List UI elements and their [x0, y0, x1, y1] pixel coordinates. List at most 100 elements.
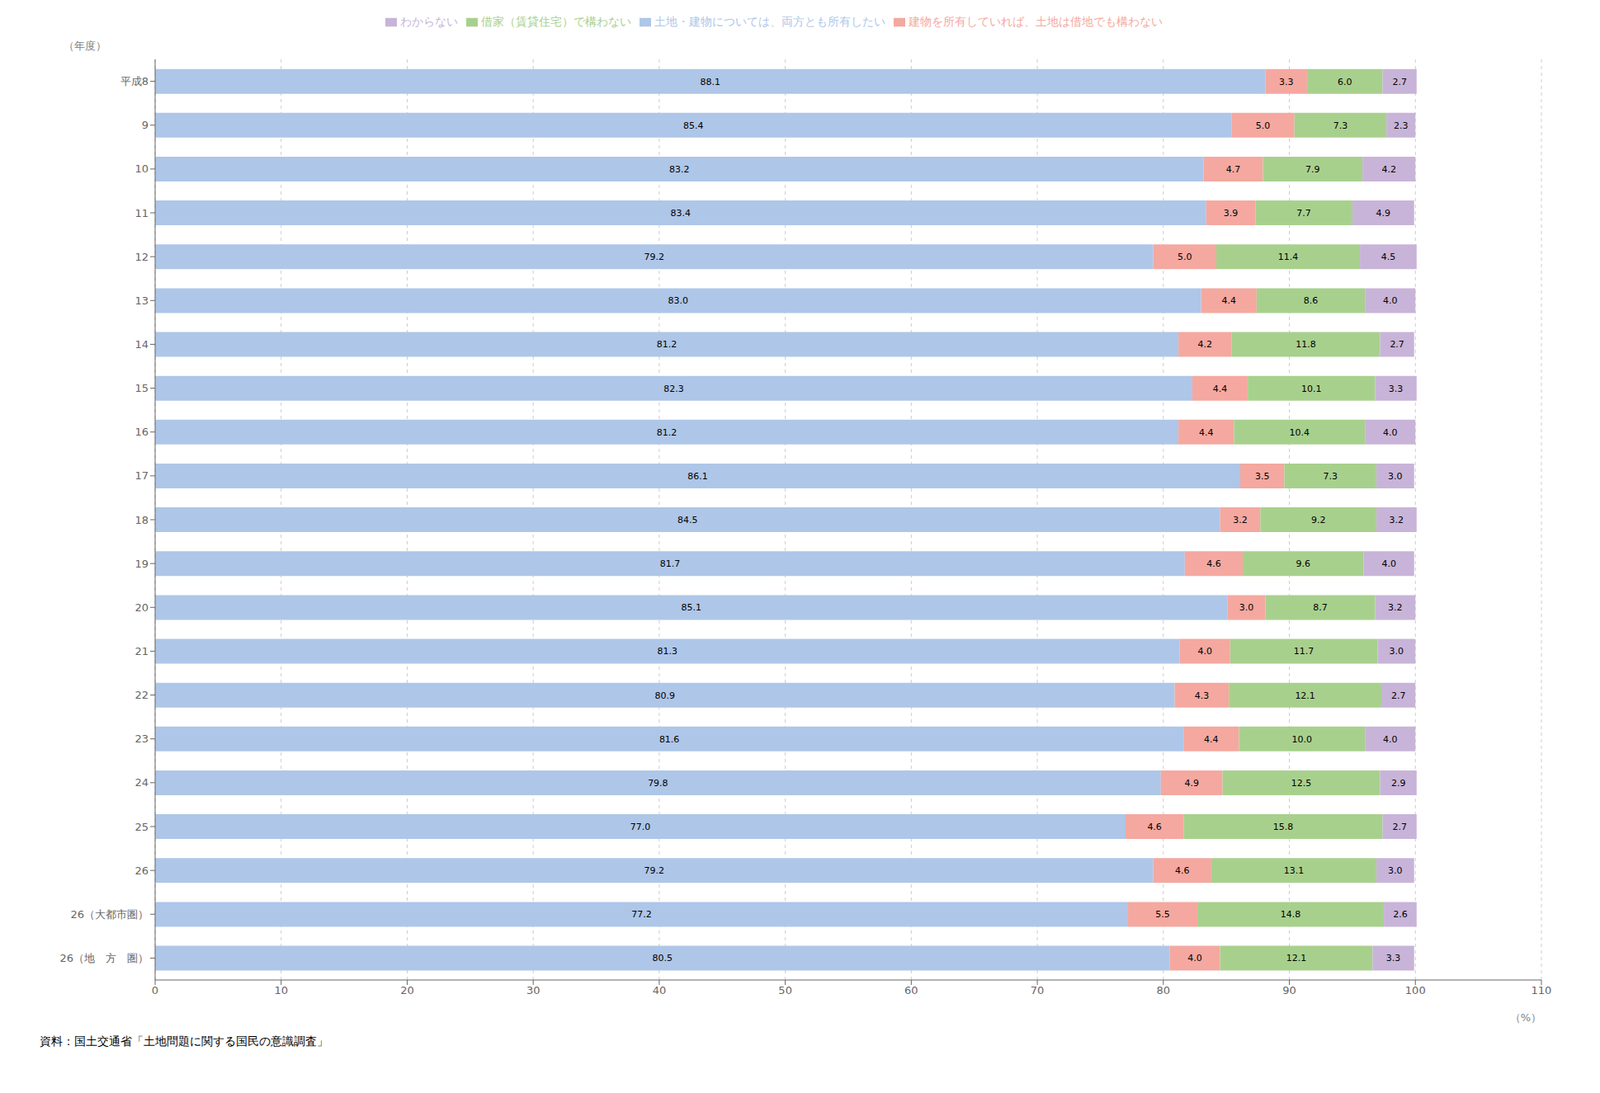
svg-text:10.1: 10.1 [1301, 383, 1322, 395]
svg-text:8.7: 8.7 [1312, 602, 1328, 614]
svg-text:80.5: 80.5 [651, 953, 673, 964]
svg-text:85.1: 85.1 [681, 602, 703, 614]
svg-text:12.1: 12.1 [1294, 690, 1316, 702]
svg-text:90: 90 [1282, 984, 1297, 997]
svg-text:81.7: 81.7 [660, 558, 681, 570]
svg-text:4.4: 4.4 [1212, 383, 1228, 395]
svg-text:60: 60 [904, 984, 919, 997]
svg-text:2.7: 2.7 [1392, 821, 1407, 833]
svg-text:81.6: 81.6 [659, 734, 680, 746]
svg-text:70: 70 [1030, 984, 1045, 997]
svg-text:20: 20 [134, 601, 149, 614]
svg-text:85.4: 85.4 [683, 120, 704, 132]
svg-text:6.0: 6.0 [1337, 76, 1353, 88]
svg-text:7.3: 7.3 [1322, 471, 1338, 482]
svg-text:2.7: 2.7 [1392, 76, 1407, 88]
svg-text:11.8: 11.8 [1295, 339, 1317, 350]
svg-text:83.0: 83.0 [668, 295, 690, 307]
svg-text:4.4: 4.4 [1203, 734, 1219, 746]
svg-text:（年度）: （年度） [63, 39, 107, 52]
svg-text:15: 15 [134, 382, 149, 395]
svg-text:3.0: 3.0 [1387, 471, 1403, 482]
svg-text:2.9: 2.9 [1391, 778, 1407, 789]
svg-text:（%）: （%） [1510, 1011, 1542, 1025]
svg-text:19: 19 [134, 557, 149, 571]
svg-text:3.5: 3.5 [1255, 471, 1270, 482]
svg-text:16: 16 [134, 425, 149, 439]
svg-text:40: 40 [652, 984, 667, 997]
svg-text:4.6: 4.6 [1146, 821, 1162, 833]
svg-text:0: 0 [151, 984, 159, 997]
svg-text:80: 80 [1156, 984, 1171, 997]
svg-text:83.4: 83.4 [670, 207, 692, 219]
svg-text:3.3: 3.3 [1386, 953, 1402, 964]
svg-text:2.6: 2.6 [1392, 909, 1408, 921]
svg-text:100: 100 [1405, 984, 1426, 997]
svg-text:7.7: 7.7 [1296, 207, 1312, 219]
svg-text:80.9: 80.9 [655, 690, 676, 702]
svg-text:4.0: 4.0 [1382, 734, 1398, 746]
svg-text:23: 23 [134, 732, 149, 746]
svg-text:110: 110 [1531, 984, 1553, 997]
svg-text:82.3: 82.3 [663, 383, 685, 395]
svg-text:81.2: 81.2 [656, 339, 678, 350]
svg-text:14.8: 14.8 [1280, 909, 1302, 921]
svg-text:11.4: 11.4 [1278, 251, 1299, 263]
svg-text:3.3: 3.3 [1388, 383, 1404, 395]
svg-text:4.0: 4.0 [1197, 646, 1213, 657]
svg-text:5.0: 5.0 [1177, 251, 1193, 263]
svg-text:5.5: 5.5 [1155, 909, 1171, 921]
svg-text:12.1: 12.1 [1286, 953, 1308, 964]
svg-text:2.3: 2.3 [1393, 120, 1409, 132]
svg-text:4.4: 4.4 [1198, 427, 1214, 439]
svg-text:79.8: 79.8 [647, 778, 669, 789]
svg-text:4.9: 4.9 [1376, 207, 1392, 219]
svg-text:3.0: 3.0 [1239, 602, 1255, 614]
svg-text:4.0: 4.0 [1381, 558, 1397, 570]
svg-text:17: 17 [134, 469, 149, 482]
svg-text:10.4: 10.4 [1289, 427, 1311, 439]
svg-text:10: 10 [273, 984, 288, 997]
svg-text:4.0: 4.0 [1382, 295, 1398, 307]
svg-text:81.2: 81.2 [656, 427, 678, 439]
svg-text:24: 24 [134, 776, 149, 789]
svg-text:22: 22 [134, 689, 149, 702]
svg-text:3.0: 3.0 [1387, 865, 1403, 877]
svg-text:26: 26 [134, 864, 149, 878]
svg-text:77.2: 77.2 [631, 909, 652, 921]
svg-text:10.0: 10.0 [1292, 734, 1313, 746]
svg-text:77.0: 77.0 [630, 821, 652, 833]
svg-text:11: 11 [134, 207, 149, 220]
svg-text:86.1: 86.1 [687, 471, 708, 482]
svg-text:21: 21 [134, 645, 149, 658]
svg-text:2.7: 2.7 [1391, 690, 1407, 702]
svg-text:84.5: 84.5 [677, 514, 699, 526]
svg-text:4.9: 4.9 [1184, 778, 1199, 789]
svg-text:26（大都市圏）: 26（大都市圏） [70, 908, 149, 921]
svg-text:83.2: 83.2 [669, 164, 690, 175]
svg-text:18: 18 [134, 514, 149, 527]
svg-text:20: 20 [400, 984, 415, 997]
svg-text:26（地 方 圏）: 26（地 方 圏） [59, 952, 149, 965]
svg-text:9.6: 9.6 [1296, 558, 1312, 570]
svg-text:5.0: 5.0 [1255, 120, 1271, 132]
svg-text:4.4: 4.4 [1221, 295, 1237, 307]
svg-text:50: 50 [778, 984, 793, 997]
svg-text:79.2: 79.2 [644, 865, 666, 877]
svg-text:3.2: 3.2 [1232, 514, 1248, 526]
svg-text:3.2: 3.2 [1389, 514, 1405, 526]
svg-text:8.6: 8.6 [1303, 295, 1319, 307]
svg-text:88.1: 88.1 [700, 76, 722, 88]
svg-text:4.6: 4.6 [1175, 865, 1190, 877]
svg-text:4.2: 4.2 [1197, 339, 1213, 350]
svg-text:9.2: 9.2 [1311, 514, 1327, 526]
svg-text:3.9: 3.9 [1223, 207, 1239, 219]
svg-text:79.2: 79.2 [644, 251, 666, 263]
svg-text:81.3: 81.3 [657, 646, 679, 657]
svg-text:4.0: 4.0 [1187, 953, 1203, 964]
svg-text:4.5: 4.5 [1381, 251, 1397, 263]
svg-text:11.7: 11.7 [1293, 646, 1315, 657]
svg-text:3.0: 3.0 [1389, 646, 1405, 657]
svg-text:13: 13 [134, 294, 149, 307]
svg-text:4.6: 4.6 [1206, 558, 1222, 570]
